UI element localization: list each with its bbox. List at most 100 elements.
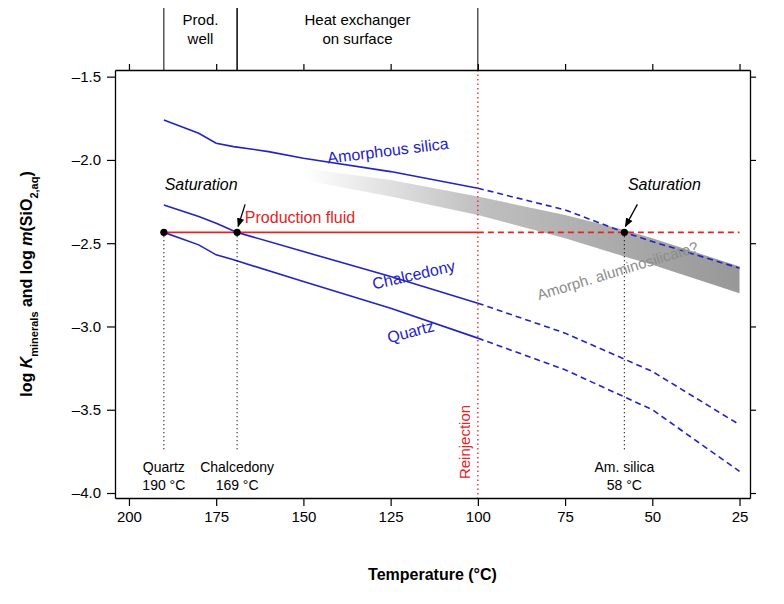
tick-mark <box>750 326 756 327</box>
saturation-temp-label: 190 °C <box>142 477 185 493</box>
tick-mark <box>391 64 392 70</box>
zone-label: well <box>187 30 214 47</box>
x-axis: 200 175 150 125 100 75 50 25 <box>116 498 751 525</box>
chart-svg: 200 175 150 125 100 75 50 25 –4.0 –3.5 –3.0 –2.5 –2.… <box>0 0 784 604</box>
x-axis-title: Temperature (°C) <box>368 566 497 583</box>
saturation-mineral-label: Quartz <box>143 459 185 475</box>
tick <box>740 64 741 70</box>
y-axis-title-part: 2,aq <box>28 177 40 199</box>
tick: –3.5 <box>72 401 115 418</box>
saturation-point <box>160 229 167 236</box>
saturation-drop-line <box>163 232 164 452</box>
annotation-arrow <box>625 204 637 226</box>
tick-mark <box>129 498 130 506</box>
tick-mark <box>216 64 217 70</box>
saturation-annotation: Saturation <box>628 176 701 193</box>
series-label: Amorph. aluminosilicate? <box>535 238 700 303</box>
y-axis-right <box>750 71 756 499</box>
saturation-point <box>234 229 241 236</box>
x-axis-top <box>116 64 751 71</box>
saturation-annotation: Saturation <box>165 176 238 193</box>
tick-mark <box>478 498 479 506</box>
saturation-temp-label: 169 °C <box>216 477 259 493</box>
y-axis-title-part: minerals <box>28 312 40 357</box>
y-axis-title-part: log <box>18 368 35 396</box>
axis-line <box>116 70 751 71</box>
tick-label: 150 <box>291 508 316 525</box>
tick <box>750 326 756 327</box>
tick <box>216 64 217 70</box>
y-axis-title-part: m <box>18 231 35 245</box>
tick: 50 <box>644 498 661 525</box>
tick-label: 200 <box>117 508 142 525</box>
tick <box>565 64 566 70</box>
tick-mark <box>652 498 653 506</box>
tick-mark <box>107 326 115 327</box>
tick <box>129 64 130 70</box>
tick: –2.0 <box>72 151 115 168</box>
tick-mark <box>739 498 740 506</box>
tick-label: –2.0 <box>72 151 101 168</box>
tick-label: 25 <box>732 508 749 525</box>
series-line <box>164 232 478 234</box>
tick-mark <box>750 410 756 411</box>
tick-mark <box>107 493 115 494</box>
tick <box>391 64 392 70</box>
zone-label: on surface <box>322 30 392 47</box>
tick <box>750 77 756 78</box>
tick: 125 <box>379 498 404 525</box>
series-line <box>478 232 740 234</box>
reinjection-label: Reinjection <box>456 405 473 479</box>
series-line <box>478 188 740 268</box>
tick-label: 50 <box>644 508 661 525</box>
tick-mark <box>750 77 756 78</box>
tick: 150 <box>291 498 316 525</box>
tick-mark <box>107 77 115 78</box>
plot-area <box>160 70 739 498</box>
tick-label: 175 <box>204 508 229 525</box>
tick-label: –3.0 <box>72 318 101 335</box>
zone-label: Prod. <box>183 11 219 28</box>
band-area <box>303 168 739 293</box>
tick: 100 <box>466 498 491 525</box>
series-label: Production fluid <box>245 209 355 226</box>
tick-mark <box>391 498 392 506</box>
tick <box>303 64 304 70</box>
series-line <box>164 205 478 303</box>
tick-mark <box>750 243 756 244</box>
tick-label: 100 <box>466 508 491 525</box>
tick-mark <box>750 160 756 161</box>
saturation-drop-line <box>237 232 238 452</box>
tick: –3.0 <box>72 318 115 335</box>
saturation-mineral-label: Am. silica <box>594 459 654 475</box>
series-line <box>478 338 740 471</box>
tick <box>750 243 756 244</box>
tick-label: –2.5 <box>72 234 101 251</box>
zone-divider <box>163 8 164 70</box>
tick-label: –3.5 <box>72 401 101 418</box>
tick-mark <box>303 498 304 506</box>
tick-mark <box>565 64 566 70</box>
tick-label: 125 <box>379 508 404 525</box>
tick-mark <box>107 410 115 411</box>
annotation-arrow <box>238 204 245 226</box>
tick <box>750 410 756 411</box>
tick: 75 <box>557 498 574 525</box>
tick: –2.5 <box>72 234 115 251</box>
tick: 200 <box>117 498 142 525</box>
tick: 175 <box>204 498 229 525</box>
tick-mark <box>216 498 217 506</box>
zone-divider <box>237 8 238 70</box>
tick-mark <box>107 160 115 161</box>
tick-mark <box>652 64 653 70</box>
y-axis-title-part: ) <box>18 171 35 176</box>
tick-label: –4.0 <box>72 484 101 501</box>
tick <box>652 64 653 70</box>
saturation-mineral-label: Chalcedony <box>200 459 274 475</box>
tick: –1.5 <box>72 68 115 85</box>
series-line <box>478 303 740 425</box>
tick <box>750 160 756 161</box>
axis-line <box>116 498 751 499</box>
saturation-point <box>621 229 628 236</box>
reinjection-line <box>477 70 478 498</box>
